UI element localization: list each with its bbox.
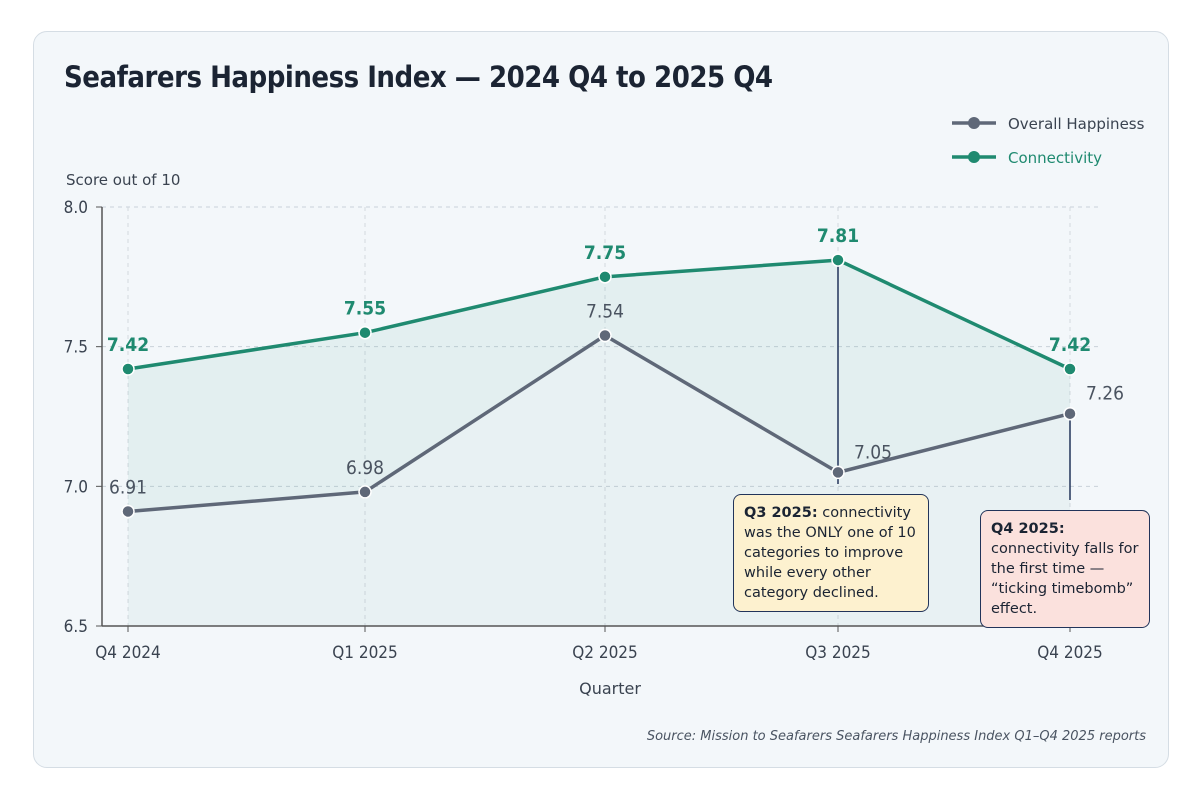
data-label: 7.26 — [1086, 383, 1124, 405]
annotation-q3-heading: Q3 2025: — [744, 505, 818, 521]
legend-marker-0 — [968, 117, 980, 129]
data-point — [831, 465, 845, 480]
data-point — [1063, 362, 1077, 376]
data-label: 6.91 — [109, 476, 147, 498]
data-label: 7.54 — [586, 300, 624, 322]
x-tick-label: Q4 2025 — [1037, 643, 1103, 663]
data-point — [598, 270, 612, 284]
x-tick-label: Q2 2025 — [572, 643, 638, 663]
data-label: 7.05 — [854, 441, 892, 463]
chart-card — [33, 31, 1169, 768]
data-label: 6.98 — [346, 457, 384, 479]
annotation-q3-text: connectivity was the ONLY one of 10 cate… — [744, 505, 916, 601]
legend-label-1: Connectivity — [1008, 149, 1102, 167]
data-point — [121, 362, 135, 376]
y-axis-label: Score out of 10 — [66, 171, 180, 189]
x-tick-label: Q1 2025 — [332, 643, 398, 663]
data-label: 7.42 — [107, 334, 149, 356]
data-label: 7.75 — [584, 242, 626, 264]
x-tick-label: Q3 2025 — [805, 643, 871, 663]
annotation-q4-text: connectivity falls for the first time — … — [991, 541, 1139, 617]
data-point — [831, 253, 845, 267]
legend-label-0: Overall Happiness — [1008, 115, 1145, 133]
source-note: Source: Mission to Seafarers Seafarers H… — [646, 729, 1146, 744]
y-tick-label: 7.5 — [64, 338, 88, 358]
data-label: 7.42 — [1049, 334, 1091, 356]
series-band — [128, 260, 1070, 512]
legend-marker-1 — [968, 151, 980, 163]
annotation-q4-heading: Q4 2025: — [991, 521, 1065, 537]
y-tick-label: 6.5 — [64, 617, 88, 637]
data-point — [1063, 406, 1077, 421]
y-tick-label: 7.0 — [64, 477, 88, 497]
annotation-q4-2025: Q4 2025: connectivity falls for the firs… — [980, 510, 1150, 628]
annotation-q3-2025: Q3 2025: connectivity was the ONLY one o… — [733, 494, 929, 612]
data-point — [598, 328, 612, 343]
y-tick-label: 8.0 — [64, 198, 88, 218]
data-label: 7.55 — [344, 298, 386, 320]
x-tick-label: Q4 2024 — [95, 643, 161, 663]
data-point — [121, 504, 135, 519]
data-point — [358, 485, 372, 499]
data-point — [358, 325, 372, 340]
x-axis-label: Quarter — [579, 679, 641, 698]
data-label: 7.81 — [817, 225, 859, 247]
chart-title: Seafarers Happiness Index — 2024 Q4 to 2… — [64, 60, 773, 94]
